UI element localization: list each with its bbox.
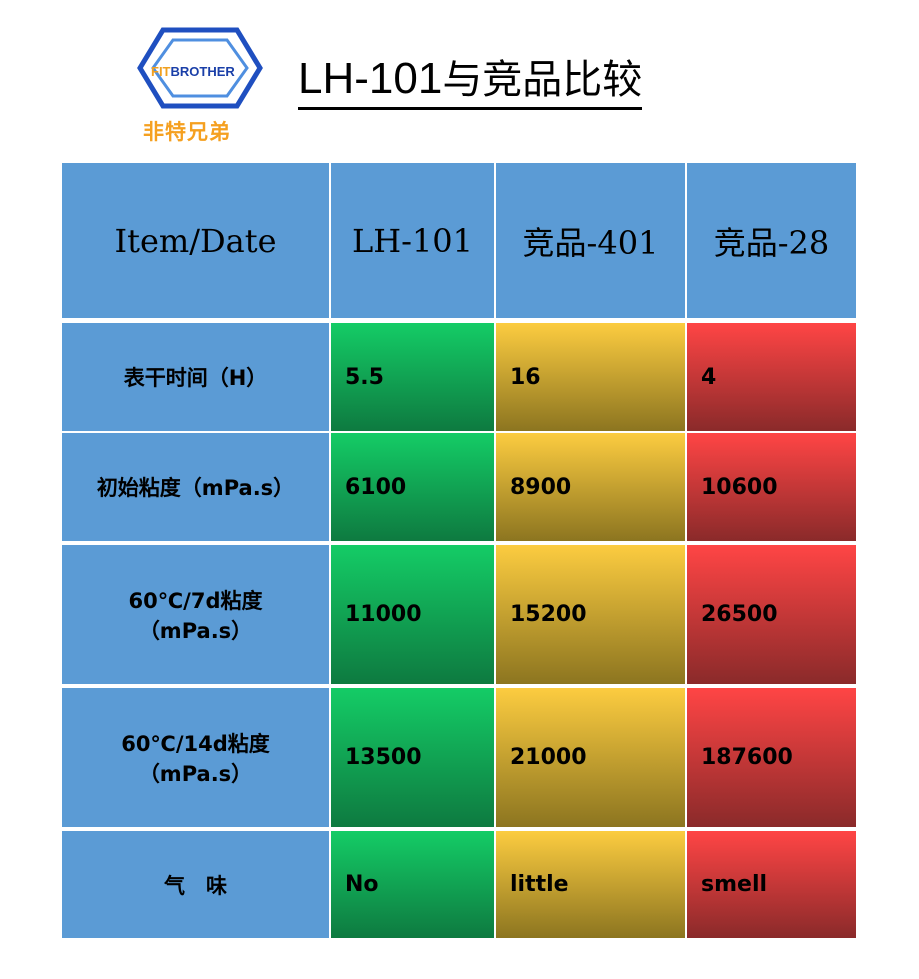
- header-cell: 竞品-401: [496, 163, 685, 318]
- value-cell: 5.5: [331, 323, 494, 431]
- fitbrother-logo: FITBROTHER 非特兄弟: [125, 22, 275, 144]
- value-cell-text: 10600: [701, 474, 778, 500]
- header-cell: 竞品-28: [687, 163, 856, 318]
- value-cell: No: [331, 831, 494, 938]
- value-cell-text: 187600: [701, 745, 793, 770]
- value-cell-text: smell: [701, 872, 768, 897]
- header-cell: LH-101: [331, 163, 494, 318]
- value-cell-text: 15200: [510, 602, 587, 627]
- value-cell-text: 8900: [510, 474, 572, 500]
- value-cell-text: 13500: [345, 745, 422, 770]
- value-cell: little: [496, 831, 685, 938]
- value-cell: 21000: [496, 688, 685, 827]
- value-cell-text: little: [510, 872, 569, 897]
- page-title: LH-101与竞品比较: [298, 52, 643, 110]
- value-cell-text: 26500: [701, 602, 778, 627]
- header-cell-text: Item/Date: [114, 221, 277, 260]
- value-cell-text: 5.5: [345, 364, 384, 390]
- logo-brand-text: FITBROTHER: [151, 64, 235, 79]
- value-cell: 8900: [496, 433, 685, 541]
- row-label: 初始粘度（mPa.s）: [62, 433, 329, 541]
- row-label-text: 表干时间（H）: [123, 366, 268, 390]
- logo-chinese-text: 非特兄弟: [143, 120, 231, 144]
- value-cell-text: 11000: [345, 602, 422, 627]
- value-cell-text: 21000: [510, 745, 587, 770]
- value-cell: 16: [496, 323, 685, 431]
- row-label-text: 60℃/7d粘度 （mPa.s）: [128, 588, 263, 643]
- row-label: 表干时间（H）: [62, 323, 329, 431]
- row-label-text: 60℃/14d粘度 （mPa.s）: [121, 731, 270, 786]
- value-cell-text: 4: [701, 364, 717, 390]
- value-cell: smell: [687, 831, 856, 938]
- row-label: 气 味: [62, 831, 329, 938]
- value-cell: 26500: [687, 545, 856, 684]
- value-cell: 6100: [331, 433, 494, 541]
- row-label-text: 初始粘度（mPa.s）: [96, 476, 295, 500]
- header-cell-text: LH-101: [351, 221, 474, 260]
- row-label: 60℃/14d粘度 （mPa.s）: [62, 688, 329, 827]
- value-cell: 15200: [496, 545, 685, 684]
- header-cell: Item/Date: [62, 163, 329, 318]
- header-cell-text: 竞品-28: [713, 223, 830, 262]
- value-cell: 11000: [331, 545, 494, 684]
- value-cell: 13500: [331, 688, 494, 827]
- header-cell-text: 竞品-401: [522, 223, 659, 262]
- value-cell-text: No: [345, 872, 379, 897]
- value-cell: 4: [687, 323, 856, 431]
- value-cell: 187600: [687, 688, 856, 827]
- row-label: 60℃/7d粘度 （mPa.s）: [62, 545, 329, 684]
- row-label-text: 气 味: [164, 873, 227, 898]
- value-cell-text: 6100: [345, 474, 407, 500]
- value-cell-text: 16: [510, 364, 541, 390]
- value-cell: 10600: [687, 433, 856, 541]
